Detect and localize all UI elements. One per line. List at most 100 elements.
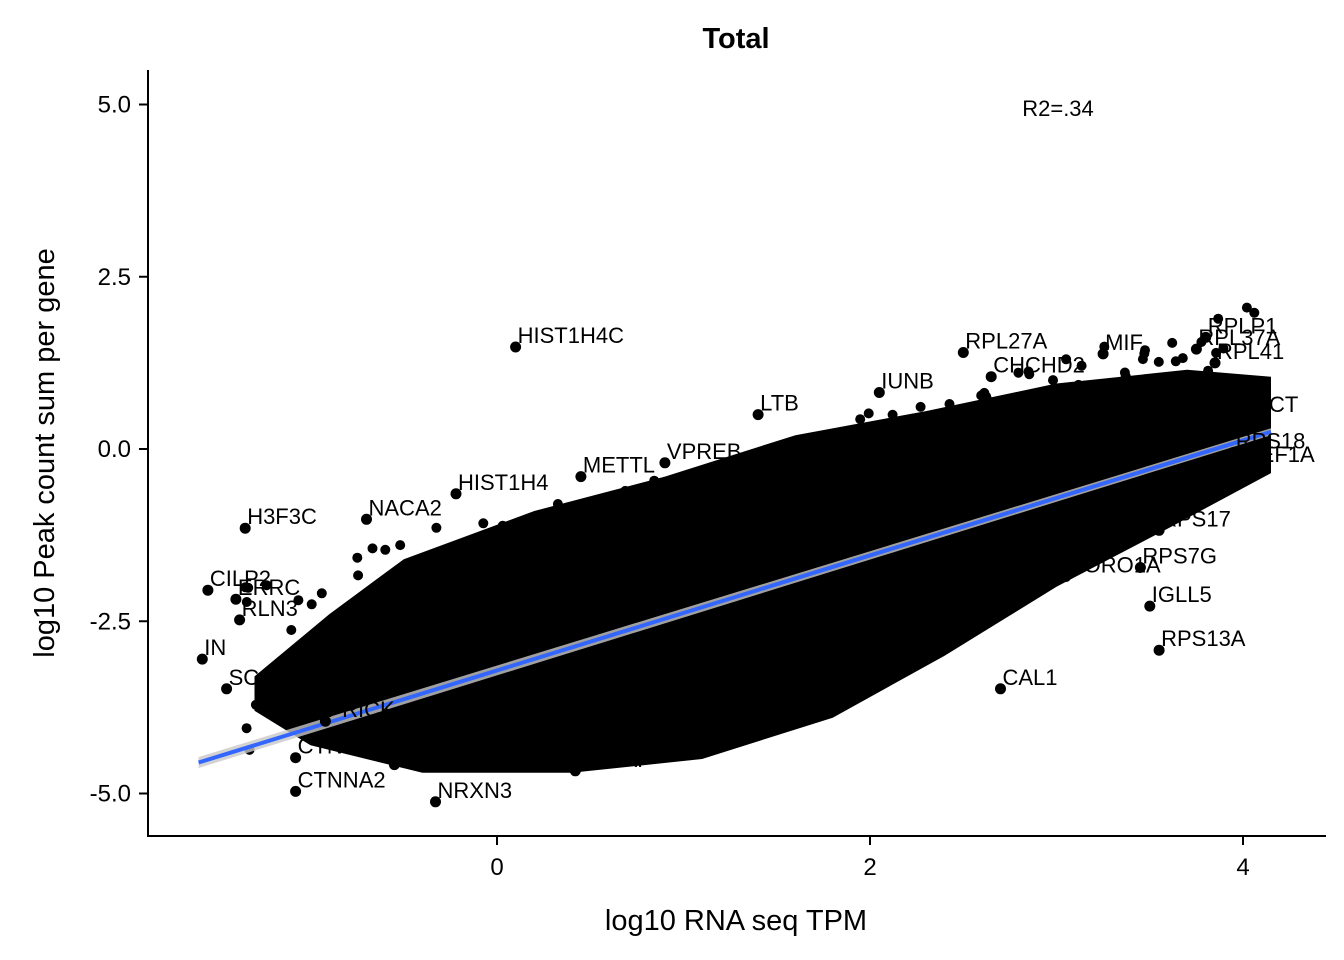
data-point [1160,492,1171,503]
data-point [1048,375,1058,386]
labeled-point: EEF1A [1237,442,1315,472]
data-point [395,540,406,551]
data-point [745,524,756,535]
data-point [321,706,332,717]
data-point [885,483,895,494]
data-point [652,586,663,597]
data-point [1211,347,1222,358]
data-point [823,478,834,489]
point-label: PRICK [327,697,395,722]
point-marker [985,371,997,383]
data-point [318,679,329,690]
data-point [916,454,927,464]
data-point [1061,354,1072,365]
data-point [913,474,924,485]
point-marker [1134,562,1146,573]
point-marker [230,593,242,605]
data-point [353,570,364,581]
point-marker [290,785,302,797]
data-point [594,580,604,591]
data-point [243,582,254,593]
point-marker [196,653,208,665]
point-marker [752,409,764,421]
data-point [668,598,679,609]
data-point [960,510,971,521]
point-label: SC [229,665,260,690]
point-label: METTL [583,453,655,478]
point-marker [1209,357,1221,369]
trend-line-layer [198,428,1272,768]
data-point [787,467,798,478]
data-point [495,639,506,650]
point-marker [450,488,462,500]
data-point [685,541,696,552]
data-point [1119,367,1130,378]
data-point [1017,465,1028,476]
data-point [306,599,317,610]
labeled-point: LTB [752,391,799,421]
point-marker [1060,571,1072,582]
data-point [443,578,454,589]
point-marker [361,513,372,525]
data-point [352,552,363,563]
data-point [877,574,888,585]
data-point [453,582,464,593]
data-point [373,588,384,599]
data-point [367,543,378,554]
data-point [1117,400,1128,411]
data-point [1023,366,1034,377]
r2-annotation: R2=.34 [1022,96,1094,121]
point-label: IGLL5 [1152,582,1212,607]
data-point [675,578,686,589]
point-marker [659,457,671,469]
data-point [817,464,827,475]
data-point [1211,390,1221,401]
labeled-point: HIST1H4C [510,323,624,353]
data-point [887,409,898,420]
data-point [1167,337,1178,348]
x-axis-title: log10 RNA seq TPM [605,905,867,937]
labeled-point: RPL3 [1116,493,1179,522]
x-tick-label: 0 [490,854,503,881]
labeled-point: RPL27A [957,329,1048,358]
point-marker [957,347,969,358]
data-point [1058,510,1069,521]
data-point [250,699,261,710]
point-label: RPL41 [1217,339,1284,364]
data-point [1165,379,1176,390]
data-point [964,496,974,507]
data-point [987,488,998,499]
data-point [1003,521,1014,532]
data-point [302,689,313,700]
point-marker [1200,331,1212,343]
data-point [753,487,764,498]
data-point [838,448,849,459]
data-point [1249,441,1260,452]
point-marker [319,715,331,727]
point-label: MIF [1105,330,1143,355]
data-point [863,408,874,419]
point-label: CHCHD2 [993,353,1085,378]
labeled-point: RPS13A [1153,626,1246,656]
point-label: IN [204,635,226,660]
data-point [746,606,757,617]
point-marker [1097,348,1109,360]
data-point [360,627,371,638]
data-point [1003,539,1014,550]
labeled-point: CLGAP [569,747,652,777]
data-point [316,588,327,599]
point-marker [221,683,233,695]
data-point [576,529,587,540]
data-point [416,662,426,673]
labeled-point: RPLP1 [1200,313,1277,343]
data-point [955,418,966,429]
dense-point-mass [254,369,1271,773]
data-point [1073,379,1084,390]
data-point [1140,345,1150,356]
data-point [335,609,346,620]
data-point [384,651,395,661]
data-point [517,557,528,568]
data-point [1014,433,1025,444]
data-point [939,518,949,529]
point-label: CTNNA2 [298,734,386,759]
